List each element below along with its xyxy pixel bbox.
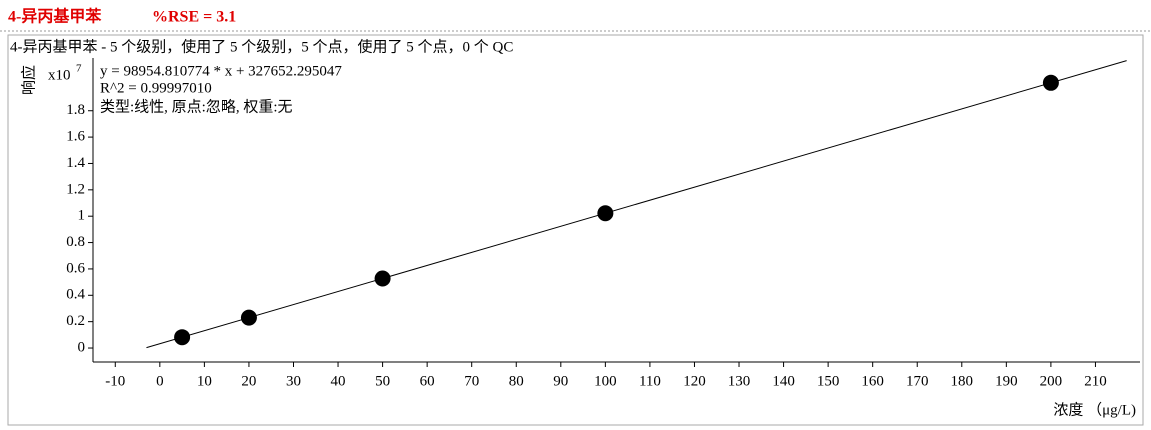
x-tick-label: 130 [728,373,751,389]
x-tick-label: 90 [553,373,568,389]
subtitle: 4-异丙基甲苯 - 5 个级别，使用了 5 个级别，5 个点，使用了 5 个点，… [10,38,513,55]
x-tick-label: 190 [995,373,1018,389]
data-point [174,329,191,346]
data-point [240,309,257,326]
y-tick-label: 1.8 [66,102,85,118]
x-tick-label: 50 [375,373,390,389]
y-tick-label: 0.6 [66,260,85,276]
y-multiplier: x10 [48,67,71,83]
x-tick-label: 70 [464,373,479,389]
data-point [374,270,391,287]
chart-title: 4-异丙基甲苯 [8,7,102,26]
y-tick-label: 1.6 [66,129,85,145]
x-tick-label: 200 [1040,373,1063,389]
x-tick-label: 160 [861,373,884,389]
x-tick-label: 10 [197,373,212,389]
x-axis-label: 浓度 （μg/L) [1053,401,1136,418]
x-tick-label: -10 [105,373,125,389]
y-multiplier-exp: 7 [76,63,82,75]
data-point [597,205,614,222]
r-squared: R^2 = 0.99997010 [100,80,212,96]
y-tick-label: 0.8 [66,234,85,250]
y-tick-label: 0 [78,339,86,355]
frame [7,34,1144,426]
fit-line [146,60,1127,349]
x-tick-label: 140 [772,373,795,389]
x-tick-label: 40 [331,373,346,389]
x-tick-label: 120 [683,373,706,389]
equation: y = 98954.810774 * x + 327652.295047 [100,63,342,79]
fit-type: 类型:线性, 原点:忽略, 权重:无 [100,98,293,115]
data-point [1042,74,1059,91]
rse: %RSE = 3.1 [152,9,236,26]
x-tick-label: 20 [241,373,256,389]
x-tick-label: 180 [951,373,974,389]
y-tick-label: 1 [78,208,86,224]
y-axis-label: 响应 [19,65,37,95]
x-tick-label: 170 [906,373,929,389]
y-tick-label: 0.2 [66,313,85,329]
x-tick-label: 30 [286,373,301,389]
x-tick-label: 110 [639,373,661,389]
x-tick-label: 150 [817,373,840,389]
x-tick-label: 100 [594,373,617,389]
y-tick-label: 0.4 [66,287,85,303]
y-tick-label: 1.4 [66,155,85,171]
x-tick-label: 80 [509,373,524,389]
y-tick-label: 1.2 [66,181,85,197]
x-tick-label: 60 [420,373,435,389]
x-tick-label: 0 [156,373,164,389]
x-tick-label: 210 [1084,373,1107,389]
